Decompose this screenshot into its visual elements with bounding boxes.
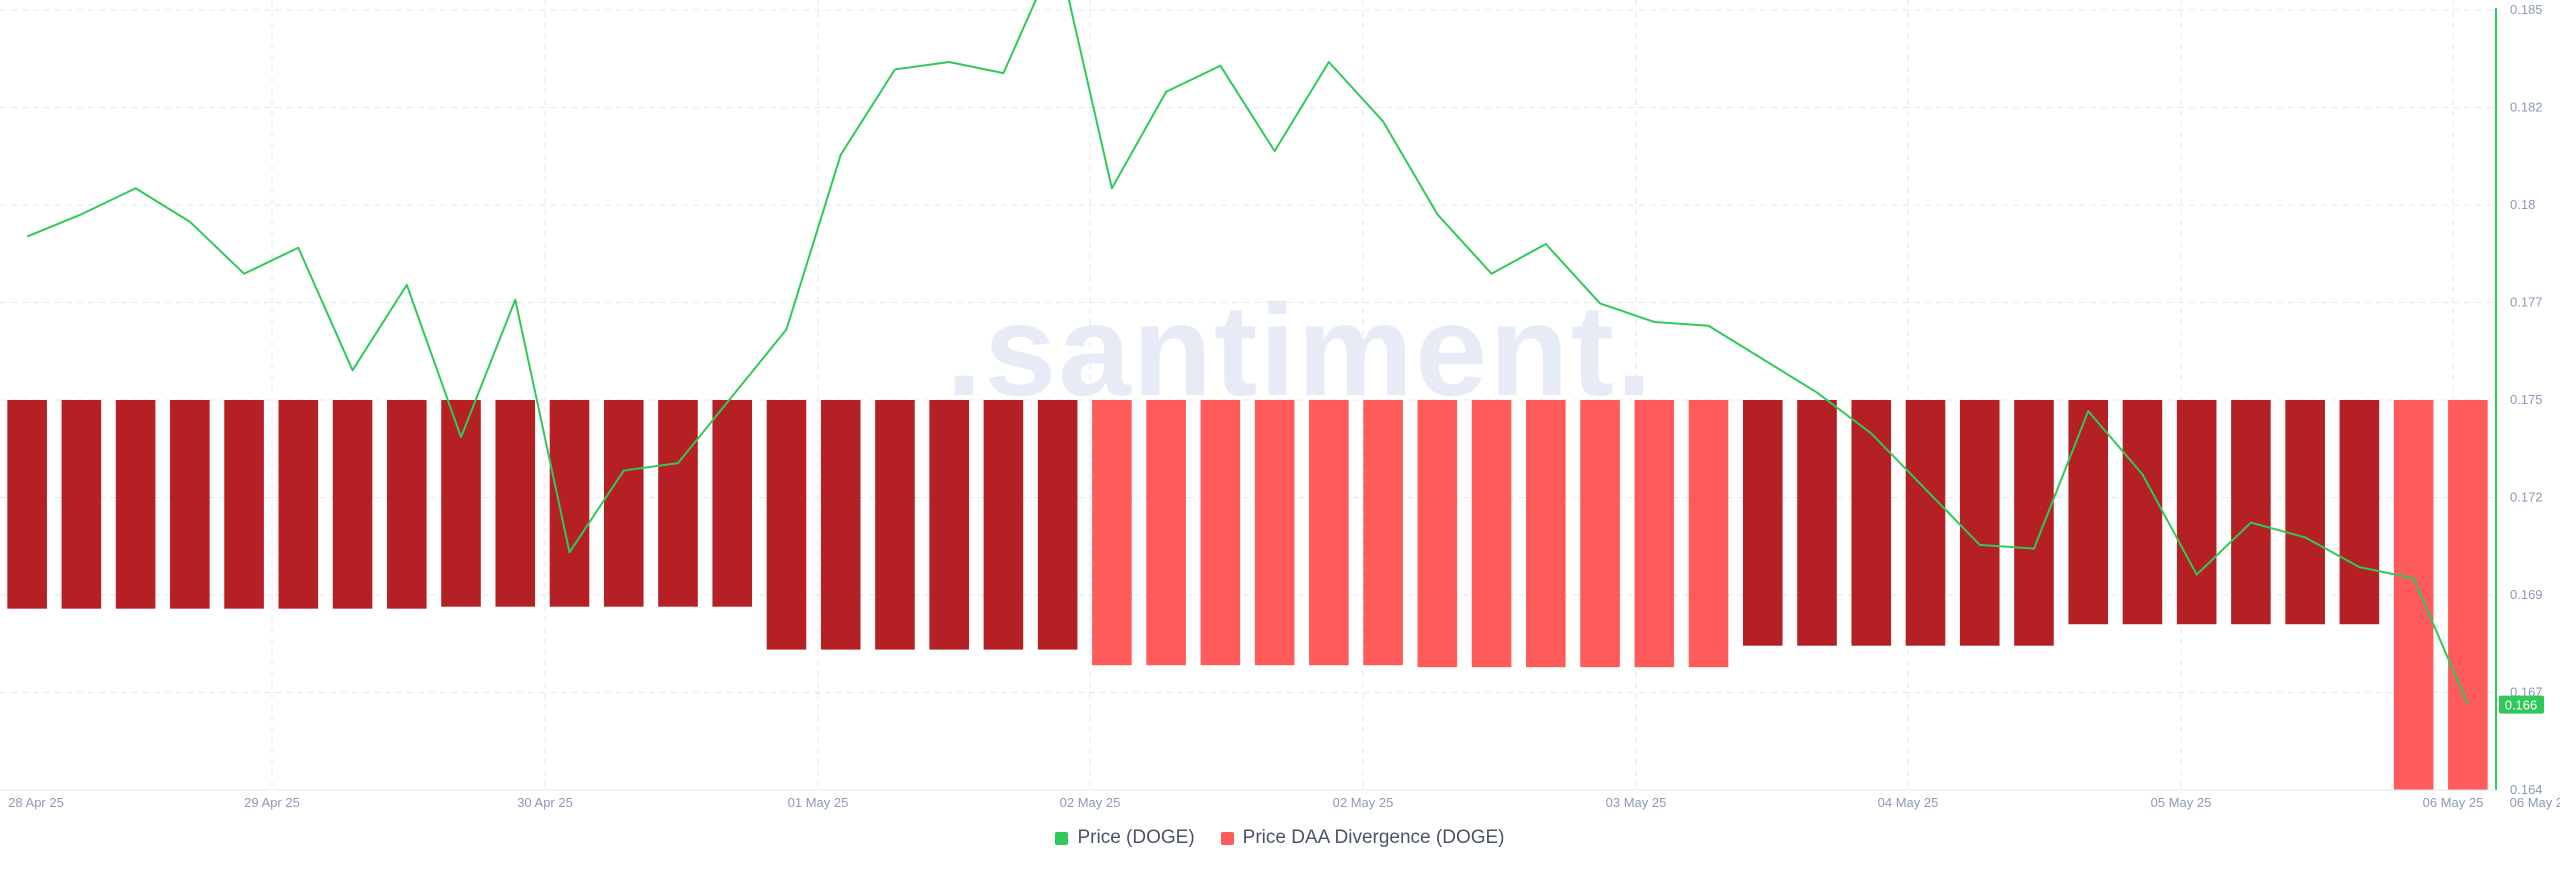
divergence-bar[interactable]: [1092, 400, 1132, 666]
divergence-bar[interactable]: [1254, 400, 1295, 666]
divergence-bar[interactable]: [875, 400, 915, 650]
divergence-bar[interactable]: [820, 400, 861, 650]
y-tick-label: 0.164: [2510, 782, 2543, 797]
divergence-bar[interactable]: [2122, 400, 2163, 625]
divergence-bar[interactable]: [1200, 400, 1241, 666]
legend-swatch-divergence: [1220, 831, 1234, 845]
x-tick-label: 05 May 25: [2151, 795, 2212, 810]
x-tick-label: 06 May 25: [2423, 795, 2484, 810]
last-value-badge-text: 0.166: [2505, 698, 2538, 713]
x-tick-label: 02 May 25: [1333, 795, 1394, 810]
x-tick-label: 02 May 25: [1060, 795, 1121, 810]
divergence-bar[interactable]: [603, 400, 644, 607]
legend-label-divergence: Price DAA Divergence (DOGE): [1242, 827, 1505, 848]
y-tick-label: 0.169: [2510, 587, 2543, 602]
divergence-bar[interactable]: [1742, 400, 1783, 646]
y-tick-label: 0.172: [2510, 490, 2543, 505]
divergence-bar[interactable]: [1851, 400, 1892, 646]
divergence-bar[interactable]: [1634, 400, 1675, 668]
divergence-bar[interactable]: [1526, 400, 1566, 668]
divergence-bar[interactable]: [2393, 400, 2434, 790]
santiment-watermark: .santiment.: [946, 277, 1654, 423]
x-tick-label: 29 Apr 25: [244, 795, 300, 810]
divergence-bar[interactable]: [1309, 400, 1349, 666]
divergence-bar[interactable]: [2448, 400, 2488, 790]
divergence-bar[interactable]: [386, 400, 427, 609]
divergence-bar[interactable]: [1363, 400, 1403, 666]
divergence-bar[interactable]: [1905, 400, 1946, 646]
price-line[interactable]: [26, 0, 2469, 705]
x-tick-label: 01 May 25: [788, 795, 849, 810]
x-tick-label: 06 May 25: [2510, 795, 2560, 810]
divergence-bar[interactable]: [983, 400, 1024, 650]
legend-item-price[interactable]: Price (DOGE): [1055, 827, 1195, 849]
divergence-bars: [7, 400, 2488, 790]
y-tick-label: 0.185: [2510, 2, 2543, 17]
divergence-bar[interactable]: [2285, 400, 2325, 625]
legend-swatch-price: [1055, 831, 1069, 845]
divergence-bar[interactable]: [766, 400, 807, 650]
y-tick-label: 0.175: [2510, 392, 2543, 407]
y-tick-label: 0.182: [2510, 100, 2543, 115]
y-tick-label: 0.18: [2510, 197, 2535, 212]
divergence-bar[interactable]: [712, 400, 753, 607]
x-tick-label: 30 Apr 25: [517, 795, 573, 810]
divergence-bar[interactable]: [2014, 400, 2054, 646]
divergence-bar[interactable]: [2339, 400, 2380, 625]
divergence-bar[interactable]: [1417, 400, 1458, 668]
divergence-bar[interactable]: [1688, 400, 1729, 668]
divergence-bar[interactable]: [1959, 400, 2000, 646]
legend-item-divergence[interactable]: Price DAA Divergence (DOGE): [1220, 827, 1505, 849]
divergence-bar[interactable]: [549, 400, 590, 607]
price-line-layer: [26, 0, 2469, 705]
divergence-bar[interactable]: [170, 400, 210, 609]
axes: [0, 8, 2497, 791]
divergence-bar[interactable]: [61, 400, 102, 609]
divergence-bar[interactable]: [1580, 400, 1620, 668]
divergence-bar[interactable]: [332, 400, 373, 609]
divergence-bar[interactable]: [1797, 400, 1837, 646]
divergence-bar[interactable]: [495, 400, 536, 607]
divergence-bar[interactable]: [1037, 400, 1078, 650]
divergence-bar[interactable]: [278, 400, 319, 609]
x-tick-label: 28 Apr 25: [8, 795, 64, 810]
divergence-bar[interactable]: [658, 400, 698, 607]
divergence-bar[interactable]: [7, 400, 47, 609]
chart-legend: Price (DOGE) Price DAA Divergence (DOGE): [0, 820, 2560, 856]
last-value-badge-bg: [2499, 695, 2544, 714]
divergence-bar[interactable]: [1471, 400, 1512, 668]
last-value-badge: 0.166: [2499, 695, 2544, 714]
x-tick-label: 04 May 25: [1878, 795, 1939, 810]
divergence-bar[interactable]: [2231, 400, 2271, 625]
legend-label-price: Price (DOGE): [1077, 827, 1195, 848]
divergence-bar[interactable]: [441, 400, 481, 607]
y-tick-label: 0.177: [2510, 295, 2543, 310]
divergence-bar[interactable]: [115, 400, 156, 609]
x-tick-label: 03 May 25: [1606, 795, 1667, 810]
divergence-bar[interactable]: [2176, 400, 2217, 625]
divergence-bar[interactable]: [929, 400, 969, 650]
divergence-bar[interactable]: [1146, 400, 1186, 666]
divergence-bar[interactable]: [2068, 400, 2109, 625]
divergence-bar[interactable]: [224, 400, 264, 609]
